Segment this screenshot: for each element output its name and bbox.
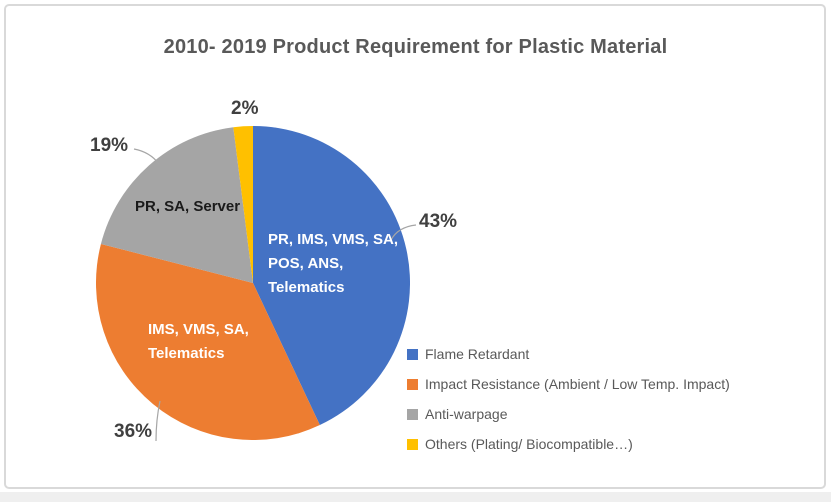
slice-label-line: Telematics <box>148 345 225 362</box>
pct-label-others: 2% <box>231 98 259 119</box>
legend-item-others[interactable]: Others (Plating/ Biocompatible…) <box>407 429 730 459</box>
legend-item-flame-retardant[interactable]: Flame Retardant <box>407 339 730 369</box>
slice-label-line: PR, SA, Server <box>135 198 241 215</box>
legend-label: Impact Resistance (Ambient / Low Temp. I… <box>425 376 730 392</box>
page-background-strip <box>0 492 831 502</box>
legend: Flame Retardant Impact Resistance (Ambie… <box>407 339 730 459</box>
slice-label-anti-warpage: PR, SA, Server <box>135 197 240 217</box>
legend-swatch-flame-retardant <box>407 348 418 360</box>
legend-item-anti-warpage[interactable]: Anti-warpage <box>407 399 730 429</box>
pct-label-anti-warpage: 19% <box>90 135 129 156</box>
legend-label: Others (Plating/ Biocompatible…) <box>425 436 633 452</box>
slice-label-line: IMS, VMS, SA, <box>148 321 249 338</box>
legend-swatch-impact-resistance <box>407 378 418 390</box>
legend-swatch-anti-warpage <box>407 408 418 420</box>
slice-label-line: POS, ANS, <box>268 255 344 272</box>
pie-slice-others[interactable] <box>233 126 253 283</box>
legend-swatch-others <box>407 438 418 450</box>
slice-label-line: Telematics <box>268 279 345 296</box>
pie-slice-flame-retardant[interactable] <box>253 126 410 426</box>
pie-slice-anti-warpage[interactable] <box>100 127 254 284</box>
pct-label-impact-resistance: 36% <box>114 421 153 442</box>
slice-label-flame-retardant: PR, IMS, VMS, SA, POS, ANS, Telematics <box>268 228 398 300</box>
legend-label: Flame Retardant <box>425 346 530 362</box>
slice-label-impact-resistance: IMS, VMS, SA, Telematics <box>148 318 249 366</box>
pie-slice-impact-resistance[interactable] <box>96 243 320 440</box>
legend-item-impact-resistance[interactable]: Impact Resistance (Ambient / Low Temp. I… <box>407 369 730 399</box>
pct-label-flame-retardant: 43% <box>419 211 458 232</box>
slice-label-line: PR, IMS, VMS, SA, <box>268 231 399 248</box>
chart-title: 2010- 2019 Product Requirement for Plast… <box>163 36 668 58</box>
legend-label: Anti-warpage <box>425 406 508 422</box>
pie-chart <box>96 126 410 440</box>
